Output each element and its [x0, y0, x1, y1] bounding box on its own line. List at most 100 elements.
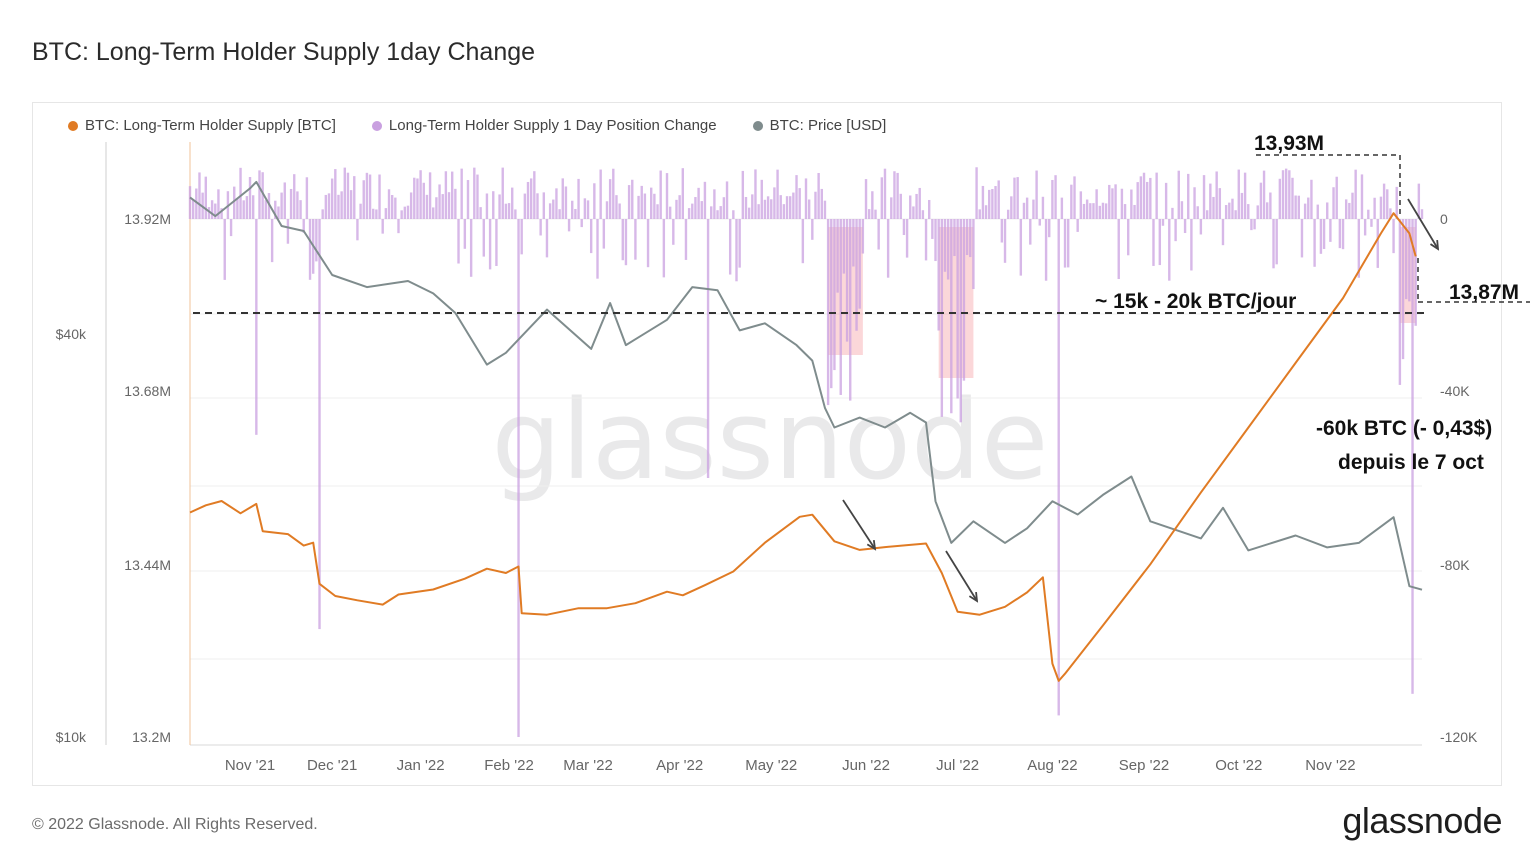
bar — [245, 196, 249, 219]
bar — [1123, 204, 1127, 219]
annotation-current: 13,87M — [1449, 281, 1519, 304]
bar — [1142, 172, 1146, 219]
bar — [1202, 175, 1206, 219]
bar — [539, 219, 542, 236]
bar — [697, 187, 700, 219]
bar — [988, 189, 991, 219]
bar — [1215, 171, 1218, 219]
bar — [564, 186, 568, 219]
bar — [795, 175, 798, 219]
bar — [928, 199, 931, 219]
x-tick-label: May '22 — [745, 757, 797, 774]
bar — [867, 209, 871, 219]
legend-item-position-change[interactable]: Long-Term Holder Supply 1 Day Position C… — [371, 117, 717, 134]
bar — [365, 172, 369, 219]
bar — [665, 173, 669, 219]
bar — [684, 219, 688, 260]
bar — [763, 199, 767, 219]
bar — [1294, 195, 1297, 219]
bar — [912, 206, 915, 219]
bar — [1114, 184, 1117, 219]
bar — [514, 209, 517, 219]
arrow-head-icon — [968, 591, 979, 603]
bar — [296, 191, 299, 219]
legend-item-lth-supply[interactable]: BTC: Long-Term Holder Supply [BTC] — [68, 117, 336, 134]
bar — [792, 192, 795, 219]
bar — [883, 168, 887, 219]
bar — [577, 178, 580, 219]
bar — [1127, 219, 1130, 256]
bar — [640, 185, 643, 219]
arrow-icon — [1407, 198, 1439, 250]
bar — [811, 219, 814, 240]
bar — [615, 195, 618, 219]
bar — [406, 205, 410, 219]
bar — [1392, 219, 1395, 254]
change-tick-label: -80K — [1440, 557, 1470, 573]
bar — [330, 178, 334, 219]
bar — [353, 176, 356, 219]
x-tick-label: Mar '22 — [563, 757, 613, 774]
bar — [507, 203, 511, 219]
bar — [1240, 192, 1244, 219]
bar — [574, 208, 577, 219]
bar — [631, 179, 634, 219]
bar — [1247, 204, 1250, 219]
bar — [1092, 203, 1095, 219]
x-tick-label: Jul '22 — [936, 757, 979, 774]
bar — [441, 194, 444, 219]
bar — [779, 195, 782, 219]
bar — [283, 182, 286, 219]
bar — [479, 207, 482, 219]
bar — [1205, 210, 1209, 219]
legend-dot-purple — [371, 120, 382, 131]
bar — [1013, 177, 1016, 219]
bar — [757, 204, 760, 219]
bar — [899, 193, 902, 219]
bar — [1212, 196, 1215, 219]
bar — [580, 219, 583, 228]
bar — [1079, 191, 1083, 219]
x-tick-label: Feb '22 — [484, 757, 534, 774]
bar — [498, 194, 501, 219]
chart-panel — [32, 102, 1502, 786]
bar — [236, 198, 239, 219]
annotation-rate: ~ 15k - 20k BTC/jour — [1095, 290, 1296, 313]
bar — [596, 219, 599, 279]
bar — [321, 209, 324, 219]
bar — [511, 187, 514, 219]
supply-tick-label: 13.2M — [132, 729, 171, 745]
bar — [732, 210, 735, 219]
bar — [1051, 179, 1054, 219]
bar — [801, 219, 805, 264]
legend-dot-gray — [752, 120, 763, 131]
bar — [1363, 219, 1367, 236]
bar — [548, 203, 552, 219]
bar — [1101, 202, 1105, 219]
bar — [978, 209, 981, 219]
bar — [1228, 202, 1231, 219]
bar — [1158, 219, 1162, 266]
bar — [460, 168, 463, 219]
bar — [1291, 177, 1294, 219]
bar — [1237, 169, 1240, 219]
bar — [1335, 176, 1338, 219]
bar — [703, 181, 707, 219]
bar — [289, 188, 293, 219]
bar — [589, 219, 593, 254]
bar — [1139, 176, 1143, 219]
legend-item-price[interactable]: BTC: Price [USD] — [752, 117, 886, 134]
supply-tick-label: 13.68M — [124, 383, 171, 399]
bar — [390, 195, 394, 219]
bar — [1060, 197, 1064, 219]
bar — [918, 187, 921, 219]
price-tick-label: $10k — [56, 729, 87, 745]
bar — [820, 188, 823, 219]
bar — [1281, 170, 1285, 219]
bar — [823, 200, 827, 219]
bar — [435, 197, 438, 219]
arrow-head-icon — [1429, 239, 1440, 251]
bar — [975, 167, 978, 219]
bar — [956, 219, 959, 399]
bar — [1070, 184, 1073, 219]
